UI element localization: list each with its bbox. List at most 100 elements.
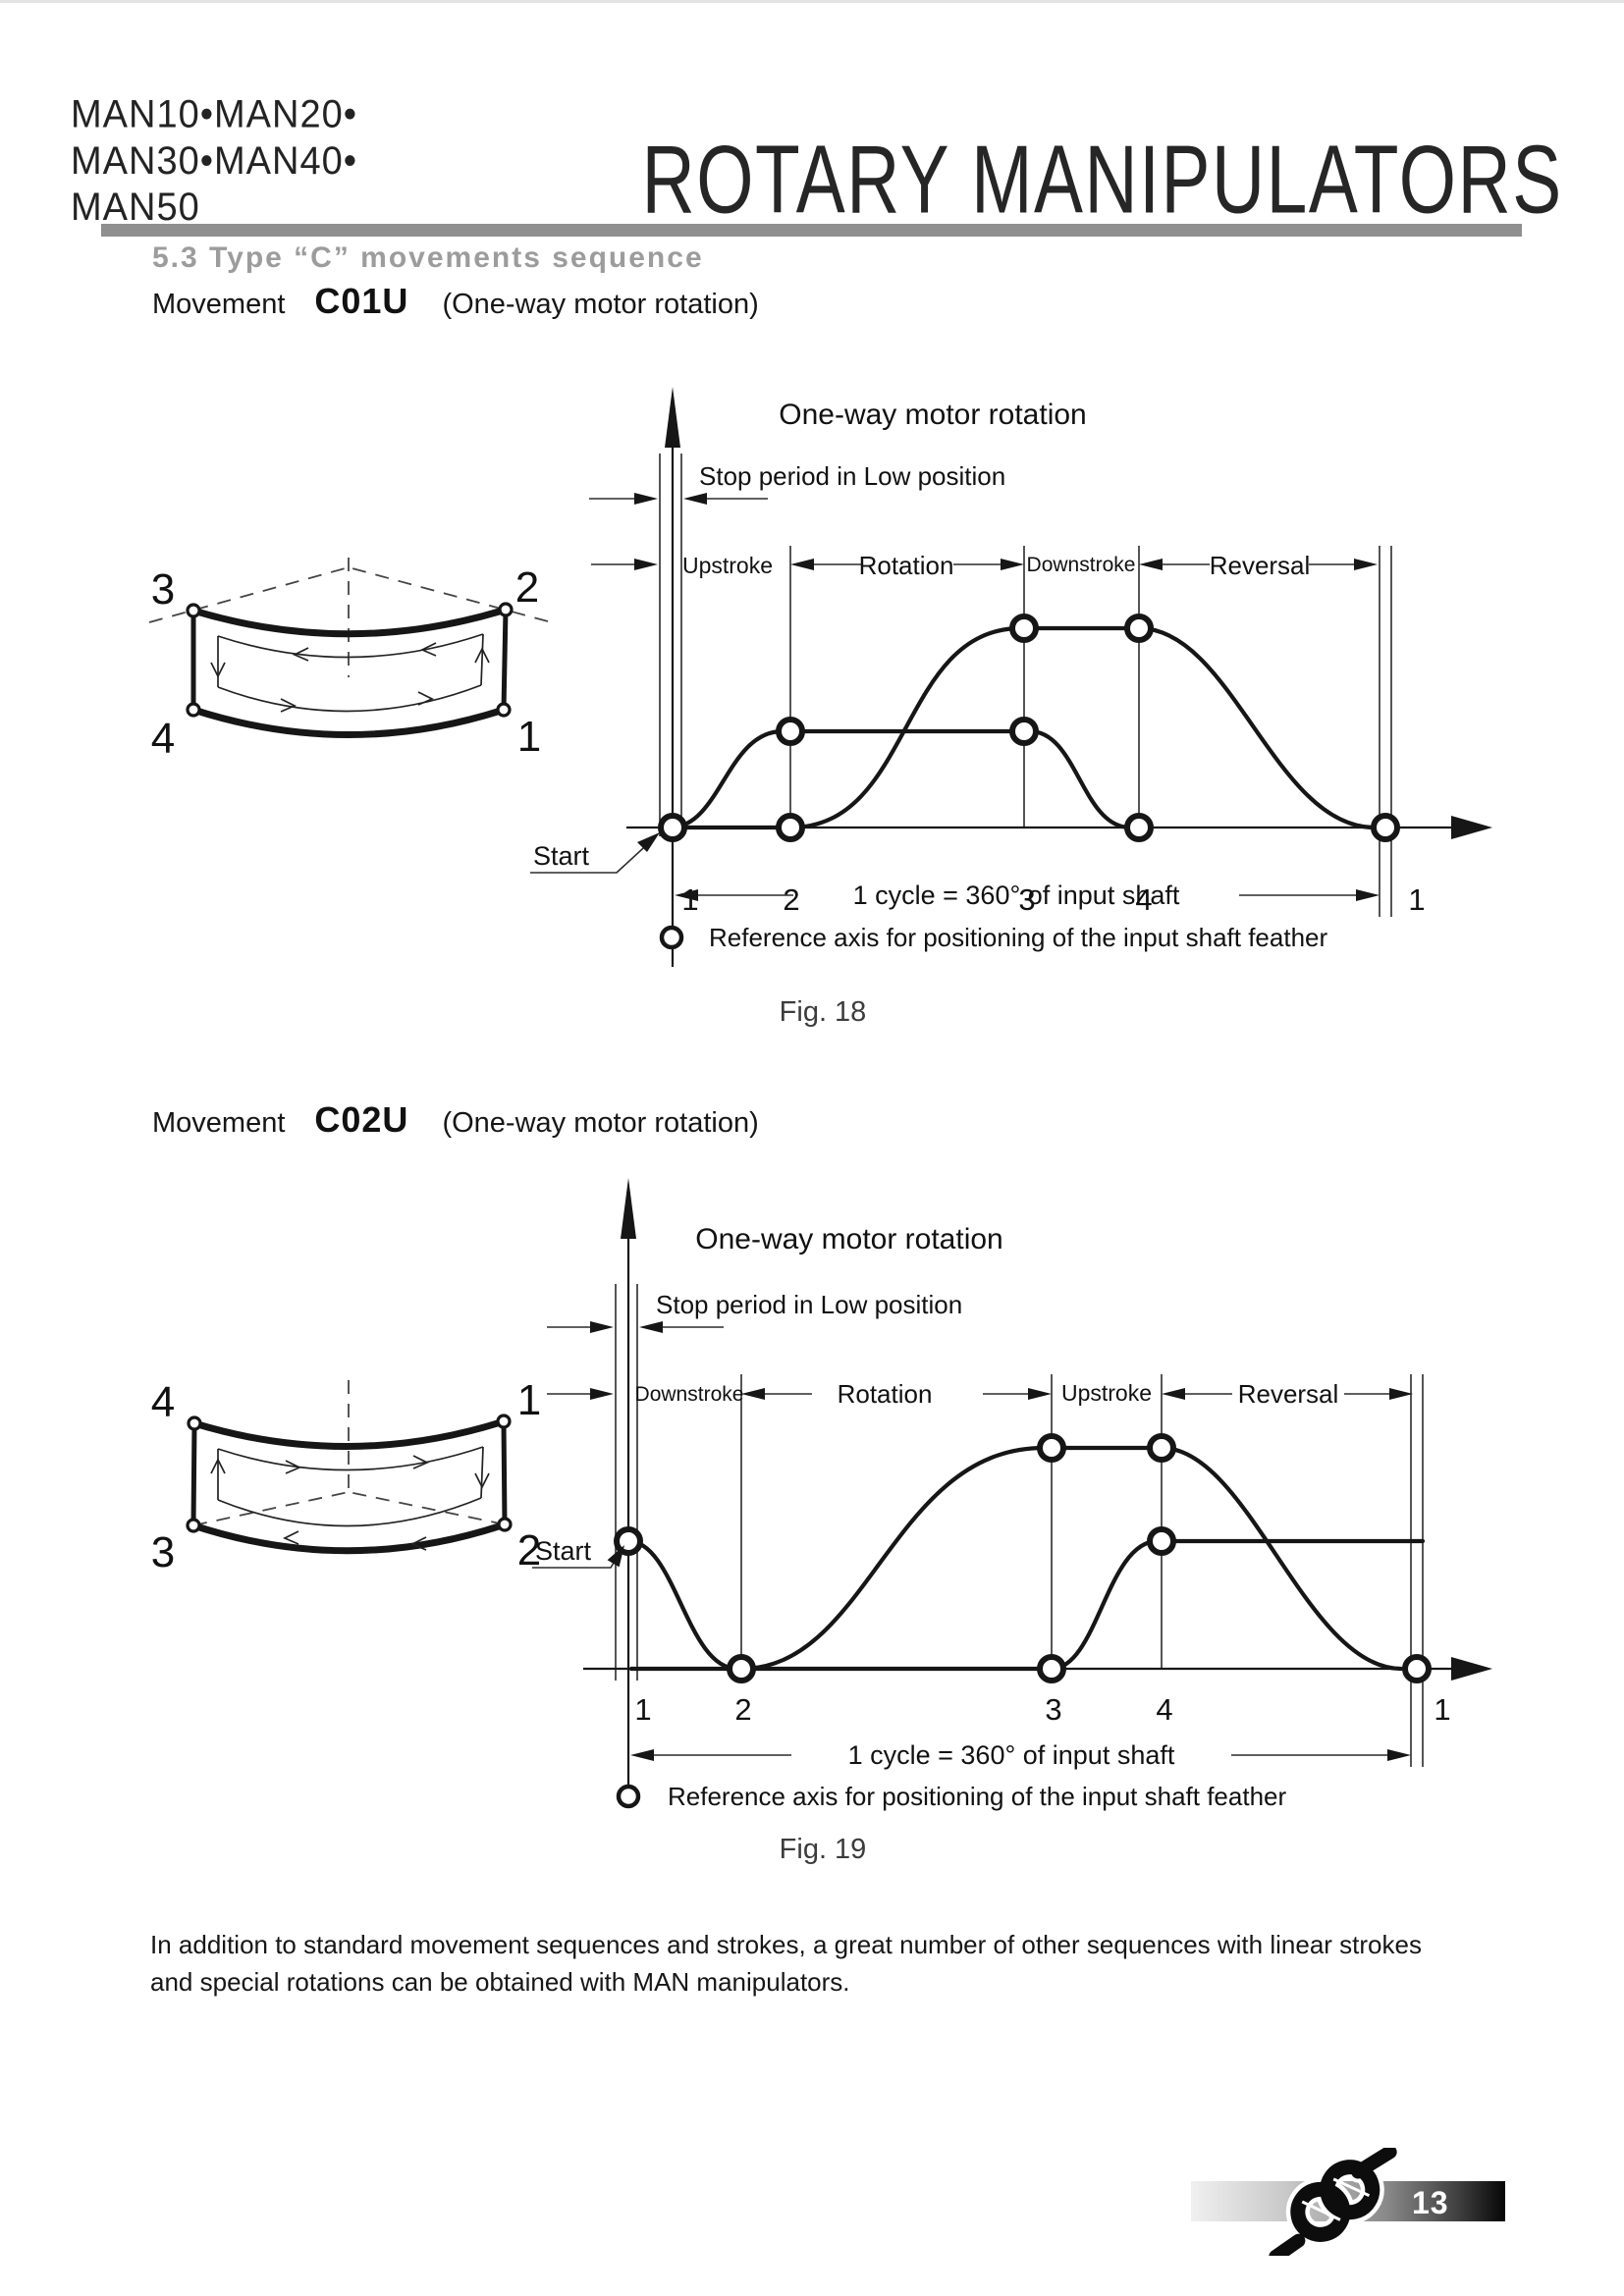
cycle-label: 1 cycle = 360° of input shaft	[853, 881, 1180, 910]
movement-label: Movement	[152, 1107, 286, 1139]
x-axis-arrow-icon	[1451, 816, 1492, 839]
model-line-3: MAN50	[71, 186, 200, 230]
reference-point-1	[658, 813, 687, 842]
reference-point	[1124, 614, 1154, 643]
x-tick: 3	[1018, 882, 1035, 917]
scan-edge-line	[0, 0, 1624, 3]
reference-point-1-end	[1371, 813, 1400, 842]
start-leader-line	[530, 837, 655, 874]
movement-note: (One-way motor rotation)	[442, 289, 759, 320]
movement-code: C01U	[314, 281, 409, 321]
movement-c01u-heading: Movement C01U (One-way motor rotation)	[152, 281, 759, 322]
corner-label: 4	[151, 715, 175, 763]
motion-path-bottom	[217, 684, 482, 713]
x-tick: 1	[1434, 1692, 1450, 1727]
arrow-left-icon	[1139, 559, 1163, 570]
x-tick: 1	[634, 1692, 651, 1727]
stop-period-label: Stop period in Low position	[656, 1290, 962, 1319]
arrow-left-icon	[282, 1530, 299, 1545]
arrow-left-icon	[419, 642, 437, 657]
y-axis-arrow-icon	[621, 1178, 636, 1239]
wedge-right-edge	[501, 609, 509, 711]
motion-path-right	[480, 1446, 484, 1499]
y-axis-arrow-icon	[665, 387, 680, 448]
rotation-curve	[628, 1445, 1404, 1672]
body-paragraph: In addition to standard movement sequenc…	[150, 1930, 1422, 1997]
corner-point	[187, 1415, 202, 1431]
arrow-right-icon	[417, 691, 435, 706]
reference-point-1-end	[1402, 1654, 1432, 1683]
phase-label-reversal: Reversal	[1238, 1379, 1339, 1409]
wedge-top-arc	[191, 606, 508, 638]
arrow-right-icon	[1387, 1749, 1411, 1761]
wedge-right-edge	[501, 1420, 508, 1525]
x-tick: 3	[1045, 1692, 1061, 1727]
stroke-curve	[670, 728, 1133, 830]
arrow-left-icon	[292, 647, 309, 662]
arrow-right-icon	[1028, 1388, 1052, 1400]
x-tick: 4	[1135, 882, 1152, 917]
stroke-curve	[625, 1538, 1426, 1672]
cone-line-left	[192, 1491, 350, 1526]
reference-note: Reference axis for positioning of the in…	[709, 923, 1327, 952]
motion-path-top	[217, 1446, 484, 1471]
start-label: Start	[533, 841, 590, 871]
arrow-down-icon	[474, 1472, 490, 1489]
phase-label-rotation: Rotation	[838, 1379, 933, 1409]
reference-axis-icon	[659, 925, 684, 950]
model-line-1: MAN10•MAN20•	[71, 93, 358, 137]
reference-point-2	[727, 1654, 756, 1683]
wedge-bottom-arc	[191, 706, 506, 738]
section-heading: 5.3 Type “C” movements sequence	[152, 241, 704, 274]
x-axis-arrow-icon	[1451, 1657, 1492, 1681]
arrow-right-icon	[285, 1460, 302, 1474]
arrow-right-icon	[280, 698, 298, 713]
arrow-left-icon	[741, 1388, 765, 1400]
arrow-up-icon	[474, 647, 490, 664]
corner-label: 2	[515, 563, 539, 612]
corner-label: 2	[517, 1526, 541, 1575]
cone-line-left	[148, 566, 350, 623]
arrow-up-icon	[210, 1458, 226, 1474]
wedge-bottom-arc	[191, 1521, 507, 1555]
chart-title: One-way motor rotation	[779, 399, 1086, 431]
cycle-label: 1 cycle = 360° of input shaft	[848, 1740, 1175, 1770]
corner-point	[496, 702, 512, 718]
arrow-left-icon	[409, 1536, 427, 1551]
arrow-down-icon	[210, 662, 226, 678]
corner-point	[186, 1518, 201, 1533]
x-tick: 2	[734, 1692, 751, 1727]
start-arrow-icon	[637, 832, 660, 852]
corner-label: 1	[517, 1376, 541, 1424]
arrow-left-icon	[675, 889, 698, 901]
x-tick: 2	[783, 882, 799, 917]
model-list: MAN10•MAN20• MAN30•MAN40• MAN50	[71, 92, 357, 232]
motion-path-bottom	[217, 1497, 482, 1527]
wedge-diagram-c01u: 3 2 4 1	[148, 558, 549, 763]
reference-point	[776, 717, 805, 746]
motion-chart-c02u: One-way motor rotation Stop period in Lo…	[532, 1178, 1492, 1865]
wedge-diagram-c02u: 4 1 3 2	[151, 1376, 541, 1576]
arrow-left-icon	[630, 1749, 654, 1761]
reference-point-2	[776, 813, 805, 842]
x-tick: 1	[1408, 882, 1425, 917]
reference-point	[1009, 717, 1039, 746]
arrow-right-icon	[412, 1455, 430, 1469]
reference-note: Reference axis for positioning of the in…	[668, 1782, 1286, 1811]
arrow-right-icon	[1356, 889, 1380, 901]
corner-point	[186, 702, 201, 718]
figure-19: 4 1 3 2 One-way motor rotation Stop peri…	[151, 1178, 1492, 1865]
arrow-right-icon	[1354, 559, 1378, 570]
phase-label-upstroke: Upstroke	[1061, 1380, 1152, 1406]
phase-label-upstroke: Upstroke	[682, 553, 773, 578]
phase-label-downstroke: Downstroke	[635, 1383, 744, 1406]
reference-point	[1037, 1433, 1066, 1463]
arrow-right-icon	[1001, 559, 1024, 570]
x-tick: 4	[1156, 1692, 1172, 1727]
motion-chart-c01u: One-way motor rotation Stop period in Lo…	[530, 387, 1492, 1028]
corner-label: 4	[151, 1378, 175, 1426]
chart-title: One-way motor rotation	[695, 1223, 1002, 1255]
corner-point	[497, 1517, 513, 1532]
cone-line-right	[348, 1491, 506, 1525]
